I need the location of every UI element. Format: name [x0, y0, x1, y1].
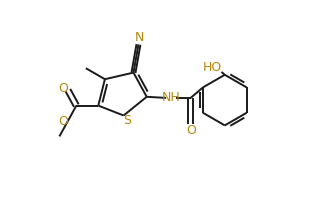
Text: O: O	[186, 124, 196, 137]
Text: O: O	[58, 81, 68, 95]
Text: HO: HO	[203, 61, 222, 74]
Text: S: S	[124, 114, 132, 127]
Text: O: O	[58, 115, 68, 128]
Text: N: N	[135, 31, 144, 44]
Text: NH: NH	[162, 91, 180, 104]
